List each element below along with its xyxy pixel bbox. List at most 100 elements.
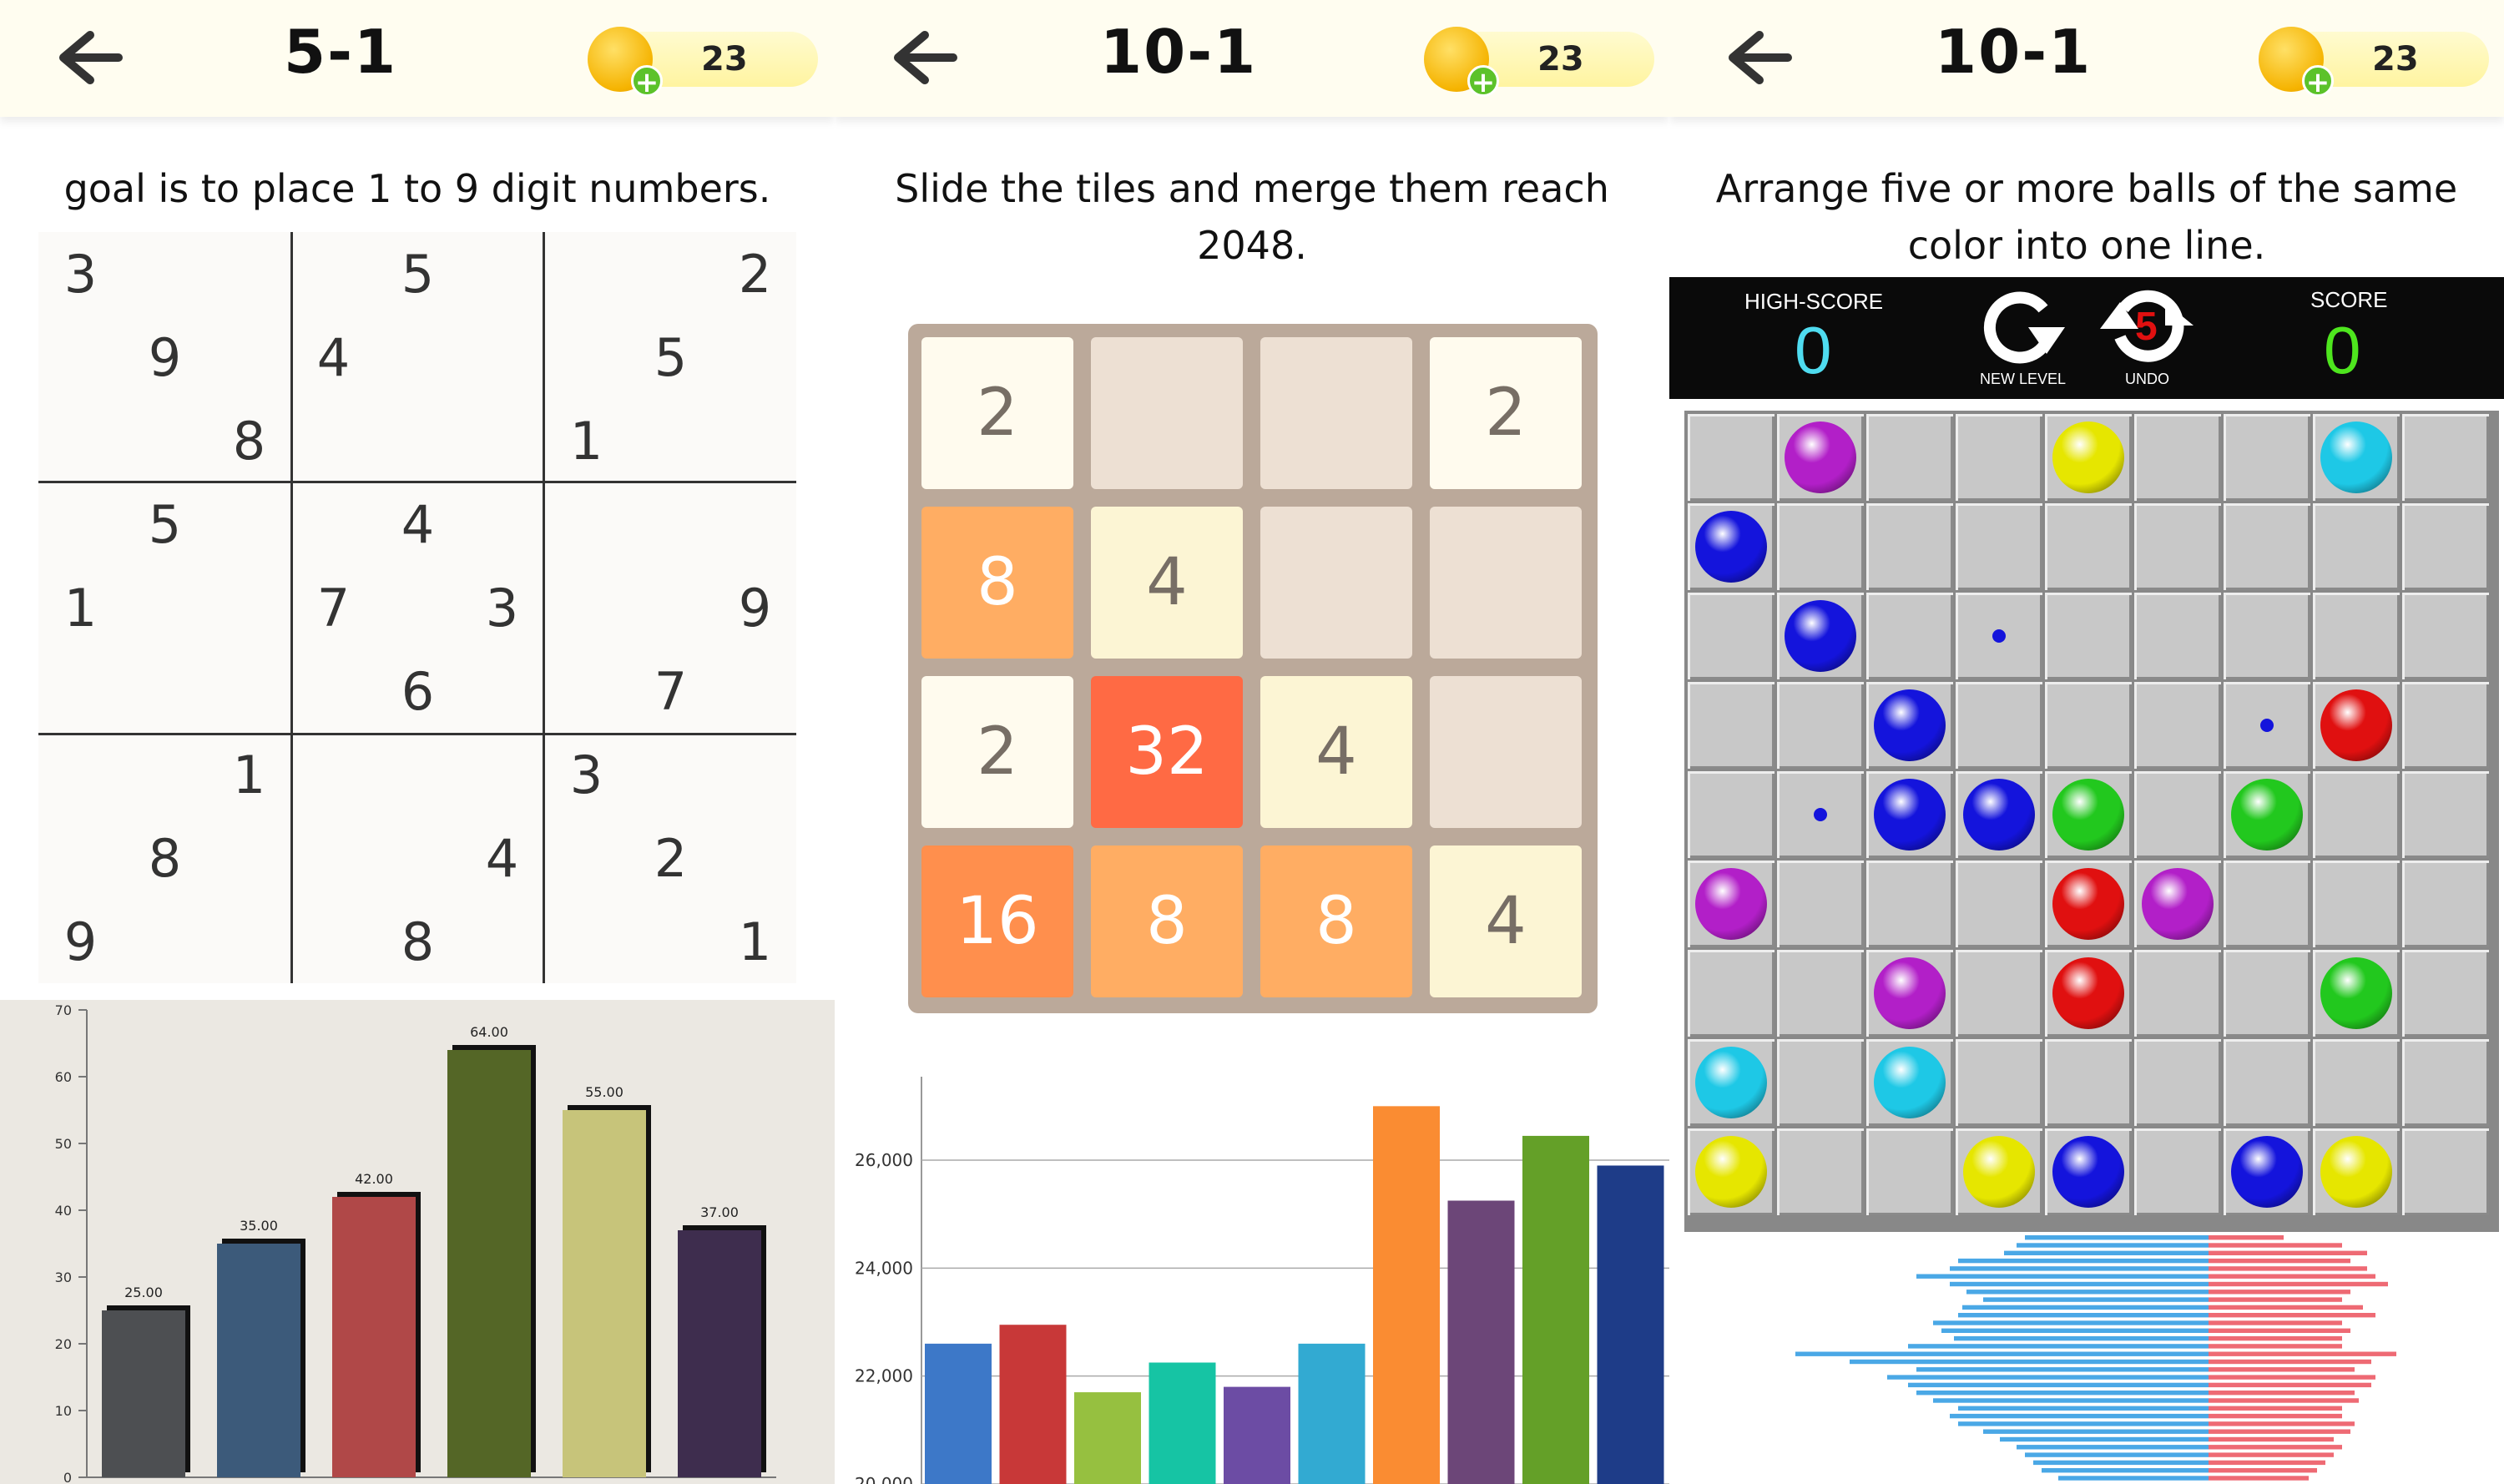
board-cell[interactable]	[2313, 503, 2400, 590]
board-cell[interactable]	[2224, 682, 2310, 769]
blue-ball[interactable]	[1874, 689, 1946, 761]
sudoku-empty-cell[interactable]	[38, 482, 123, 567]
sudoku-empty-cell[interactable]	[544, 232, 629, 316]
board-cell[interactable]	[2313, 593, 2400, 679]
coin-balance[interactable]: + 23	[1424, 27, 1654, 98]
number-tile[interactable]: 2	[921, 337, 1073, 489]
sudoku-empty-cell[interactable]	[38, 399, 123, 483]
board-cell[interactable]	[1956, 503, 2042, 590]
sudoku-given-cell[interactable]: 3	[569, 745, 603, 805]
sudoku-empty-cell[interactable]	[123, 232, 207, 316]
board-cell[interactable]	[1866, 1128, 1953, 1215]
sudoku-empty-cell[interactable]	[713, 816, 797, 901]
empty-tile[interactable]	[1430, 676, 1582, 828]
blue-ball[interactable]	[2231, 1136, 2303, 1208]
board-cell[interactable]	[2134, 414, 2221, 501]
sudoku-empty-cell[interactable]	[376, 816, 460, 901]
sudoku-empty-cell[interactable]	[460, 482, 544, 567]
board-cell[interactable]	[1688, 1128, 1775, 1215]
board-cell[interactable]	[1777, 771, 1864, 858]
empty-tile[interactable]	[1260, 507, 1412, 659]
sudoku-empty-cell[interactable]	[38, 315, 123, 400]
sudoku-given-cell[interactable]: 2	[654, 828, 688, 889]
board-cell[interactable]	[2134, 771, 2221, 858]
sudoku-given-cell[interactable]: 1	[738, 911, 772, 972]
board-cell[interactable]	[2313, 861, 2400, 947]
sudoku-given-cell[interactable]: 4	[316, 327, 351, 388]
sudoku-empty-cell[interactable]	[291, 649, 376, 734]
board-cell[interactable]	[2134, 682, 2221, 769]
sudoku-given-cell[interactable]: 5	[148, 494, 182, 555]
board-cell[interactable]	[2224, 1039, 2310, 1126]
sudoku-empty-cell[interactable]	[207, 649, 291, 734]
sudoku-given-cell[interactable]: 8	[148, 828, 182, 889]
new-level-icon[interactable]	[1975, 285, 2067, 369]
sudoku-given-cell[interactable]: 7	[654, 661, 688, 722]
new-level-label[interactable]: NEW LEVEL	[1980, 371, 2067, 387]
sudoku-empty-cell[interactable]	[38, 733, 123, 817]
board-cell[interactable]	[2313, 1128, 2400, 1215]
board-cell[interactable]	[1777, 1039, 1864, 1126]
board-cell[interactable]	[1688, 682, 1775, 769]
sudoku-empty-cell[interactable]	[629, 482, 713, 567]
sudoku-empty-cell[interactable]	[291, 900, 376, 984]
sudoku-empty-cell[interactable]	[123, 399, 207, 483]
sudoku-empty-cell[interactable]	[629, 399, 713, 483]
sudoku-empty-cell[interactable]	[207, 482, 291, 567]
board-cell[interactable]	[2402, 414, 2489, 501]
number-tile[interactable]: 4	[1430, 845, 1582, 997]
board-cell[interactable]	[2224, 771, 2310, 858]
board-cell[interactable]	[2224, 503, 2310, 590]
sudoku-given-cell[interactable]: 8	[401, 911, 435, 972]
sudoku-empty-cell[interactable]	[460, 733, 544, 817]
yellow-ball[interactable]	[2052, 421, 2124, 493]
tile-board[interactable]: 2 2 8 4 2 32 4 16 8 8 4	[908, 324, 1598, 1013]
add-coins-icon[interactable]: +	[631, 65, 663, 98]
sudoku-empty-cell[interactable]	[544, 900, 629, 984]
empty-tile[interactable]	[1091, 337, 1243, 489]
board-cell[interactable]	[1956, 861, 2042, 947]
sudoku-given-cell[interactable]: 3	[63, 244, 98, 305]
number-tile[interactable]: 4	[1260, 676, 1412, 828]
sudoku-empty-cell[interactable]	[291, 816, 376, 901]
sudoku-given-cell[interactable]: 9	[148, 327, 182, 388]
board-cell[interactable]	[2313, 1039, 2400, 1126]
number-tile[interactable]: 2	[921, 676, 1073, 828]
red-ball[interactable]	[2320, 689, 2392, 761]
cyan-ball[interactable]	[1695, 1047, 1767, 1118]
sudoku-empty-cell[interactable]	[291, 482, 376, 567]
sudoku-given-cell[interactable]: 7	[316, 578, 351, 639]
sudoku-given-cell[interactable]: 4	[401, 494, 435, 555]
board-cell[interactable]	[2402, 771, 2489, 858]
number-tile[interactable]: 8	[1091, 845, 1243, 997]
board-cell[interactable]	[1866, 950, 1953, 1037]
board-cell[interactable]	[2045, 1039, 2132, 1126]
board-cell[interactable]	[2045, 950, 2132, 1037]
sudoku-empty-cell[interactable]	[291, 232, 376, 316]
board-cell[interactable]	[1866, 503, 1953, 590]
board-cell[interactable]	[1866, 861, 1953, 947]
board-cell[interactable]	[1956, 1039, 2042, 1126]
board-cell[interactable]	[1866, 593, 1953, 679]
sudoku-empty-cell[interactable]	[123, 733, 207, 817]
number-tile[interactable]: 4	[1091, 507, 1243, 659]
sudoku-empty-cell[interactable]	[460, 315, 544, 400]
board-cell[interactable]	[2134, 1128, 2221, 1215]
cyan-ball[interactable]	[1874, 1047, 1946, 1118]
red-ball[interactable]	[2052, 957, 2124, 1029]
sudoku-empty-cell[interactable]	[207, 566, 291, 650]
sudoku-empty-cell[interactable]	[460, 232, 544, 316]
board-cell[interactable]	[1866, 771, 1953, 858]
board-cell[interactable]	[2134, 861, 2221, 947]
board-cell[interactable]	[1777, 950, 1864, 1037]
board-cell[interactable]	[1866, 414, 1953, 501]
sudoku-given-cell[interactable]: 5	[654, 327, 688, 388]
number-tile[interactable]: 8	[921, 507, 1073, 659]
board-cell[interactable]	[1866, 682, 1953, 769]
empty-tile[interactable]	[1430, 507, 1582, 659]
board-cell[interactable]	[2224, 593, 2310, 679]
board-cell[interactable]	[2313, 950, 2400, 1037]
number-tile[interactable]: 16	[921, 845, 1073, 997]
blue-ball[interactable]	[1963, 779, 2035, 851]
